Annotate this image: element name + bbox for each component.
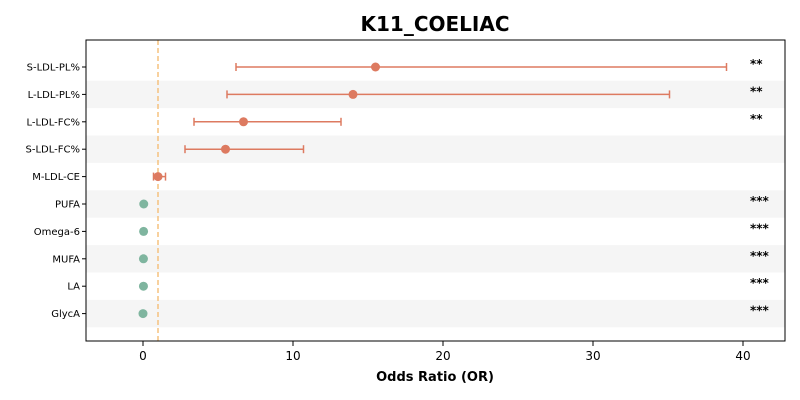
point-estimate xyxy=(348,89,358,99)
row-band xyxy=(86,299,785,328)
x-tick-label: 0 xyxy=(139,349,147,363)
point-estimate xyxy=(138,309,148,319)
chart-title: K11_COELIAC xyxy=(360,12,509,36)
x-tick-label: 20 xyxy=(435,349,450,363)
row-bands xyxy=(86,80,785,328)
significance-label: ** xyxy=(750,84,763,98)
significance-label: *** xyxy=(750,194,770,208)
x-axis-label: Odds Ratio (OR) xyxy=(376,370,494,385)
data-marks xyxy=(138,62,728,319)
x-axis: 0 10 20 30 40 xyxy=(139,341,751,363)
row-band xyxy=(86,245,785,273)
y-tick-label: Omega-6 xyxy=(34,227,80,238)
x-tick-label: 40 xyxy=(735,349,750,363)
y-tick-label: MUFA xyxy=(52,254,80,265)
significance-label: *** xyxy=(750,276,770,290)
y-tick-label: LA xyxy=(67,282,80,293)
y-tick-label: L-LDL-PL% xyxy=(28,90,80,101)
y-tick-label: L-LDL-FC% xyxy=(26,117,80,128)
y-tick-label: PUFA xyxy=(55,200,80,211)
y-tick-label: GlycA xyxy=(51,309,80,320)
significance-label: *** xyxy=(750,221,770,235)
point-estimate xyxy=(221,144,230,154)
point-estimate xyxy=(153,172,163,182)
significance-label: ** xyxy=(750,112,763,126)
plot-frame xyxy=(85,39,786,342)
x-tick-label: 30 xyxy=(585,349,600,363)
point-estimate xyxy=(371,62,380,72)
y-tick-label: S-LDL-PL% xyxy=(27,63,80,74)
point-estimate xyxy=(139,226,149,236)
x-tick-label: 10 xyxy=(285,349,300,363)
significance-label: *** xyxy=(750,304,770,318)
significance-label: ** xyxy=(750,57,763,71)
significance-label: *** xyxy=(750,249,770,263)
point-estimate xyxy=(239,117,248,127)
y-tick-label: M-LDL-CE xyxy=(32,172,80,183)
y-tick-labels: S-LDL-PL% L-LDL-PL% L-LDL-FC% S-LDL-FC% M-LD… xyxy=(26,63,86,320)
point-estimate xyxy=(138,281,148,291)
point-estimate xyxy=(138,254,148,264)
significance-labels: ********************* xyxy=(750,57,770,318)
row-band xyxy=(86,190,785,218)
point-estimate xyxy=(139,199,149,209)
y-tick-label: S-LDL-FC% xyxy=(26,145,80,156)
